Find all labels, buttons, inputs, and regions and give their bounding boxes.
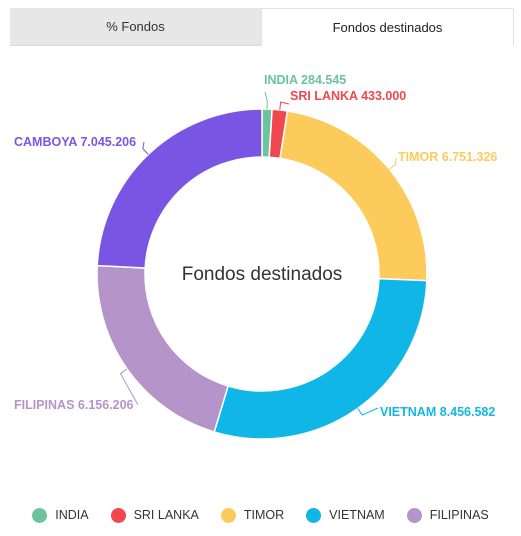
leader-line-filipinas <box>119 368 139 406</box>
leader-line-sri-lanka <box>279 101 290 111</box>
legend-label-sri-lanka: SRI LANKA <box>133 508 199 522</box>
leader-line-timor <box>389 157 397 170</box>
tab-fondos-destinados[interactable]: Fondos destinados <box>261 8 514 46</box>
legend-swatch-india <box>32 507 48 523</box>
data-label-sri-lanka: SRI LANKA 433.000 <box>290 89 406 103</box>
legend-swatch-filipinas <box>406 507 422 523</box>
tab-bar: % Fondos Fondos destinados <box>10 8 514 46</box>
legend-label-vietnam: VIETNAM <box>329 508 385 522</box>
legend-label-timor: TIMOR <box>243 508 285 522</box>
legend-swatch-timor <box>220 507 236 523</box>
data-label-camboya: CAMBOYA 7.045.206 <box>14 135 136 149</box>
tab-percent-fondos[interactable]: % Fondos <box>10 8 261 46</box>
leader-line-camboya <box>142 141 149 155</box>
chart-legend: INDIA SRI LANKA TIMOR VIETNAM FILIPINAS <box>0 500 521 530</box>
slice-camboya[interactable] <box>96 108 263 269</box>
slice-timor[interactable] <box>279 110 428 282</box>
legend-label-filipinas: FILIPINAS <box>429 508 489 522</box>
legend-item-sri-lanka[interactable]: SRI LANKA <box>110 507 199 523</box>
legend-item-filipinas[interactable]: FILIPINAS <box>406 507 489 523</box>
legend-swatch-sri-lanka <box>110 507 126 523</box>
leader-line-india <box>264 91 268 110</box>
data-label-timor: TIMOR 6.751.326 <box>398 150 497 164</box>
data-label-filipinas: FILIPINAS 6.156.206 <box>14 398 134 412</box>
legend-item-india[interactable]: INDIA <box>32 507 89 523</box>
data-label-vietnam: VIETNAM 8.456.582 <box>380 405 495 419</box>
center-label: Fondos destinados <box>182 264 343 285</box>
legend-swatch-vietnam <box>306 507 322 523</box>
legend-item-timor[interactable]: TIMOR <box>220 507 285 523</box>
legend-label-india: INDIA <box>55 508 89 522</box>
donut-chart: INDIA 284.545 SRI LANKA 433.000 TIMOR 6.75… <box>14 73 497 440</box>
legend-item-vietnam[interactable]: VIETNAM <box>306 507 385 523</box>
data-label-india: INDIA 284.545 <box>264 73 346 87</box>
slice-vietnam[interactable] <box>213 277 428 440</box>
leader-line-vietnam <box>357 407 379 416</box>
